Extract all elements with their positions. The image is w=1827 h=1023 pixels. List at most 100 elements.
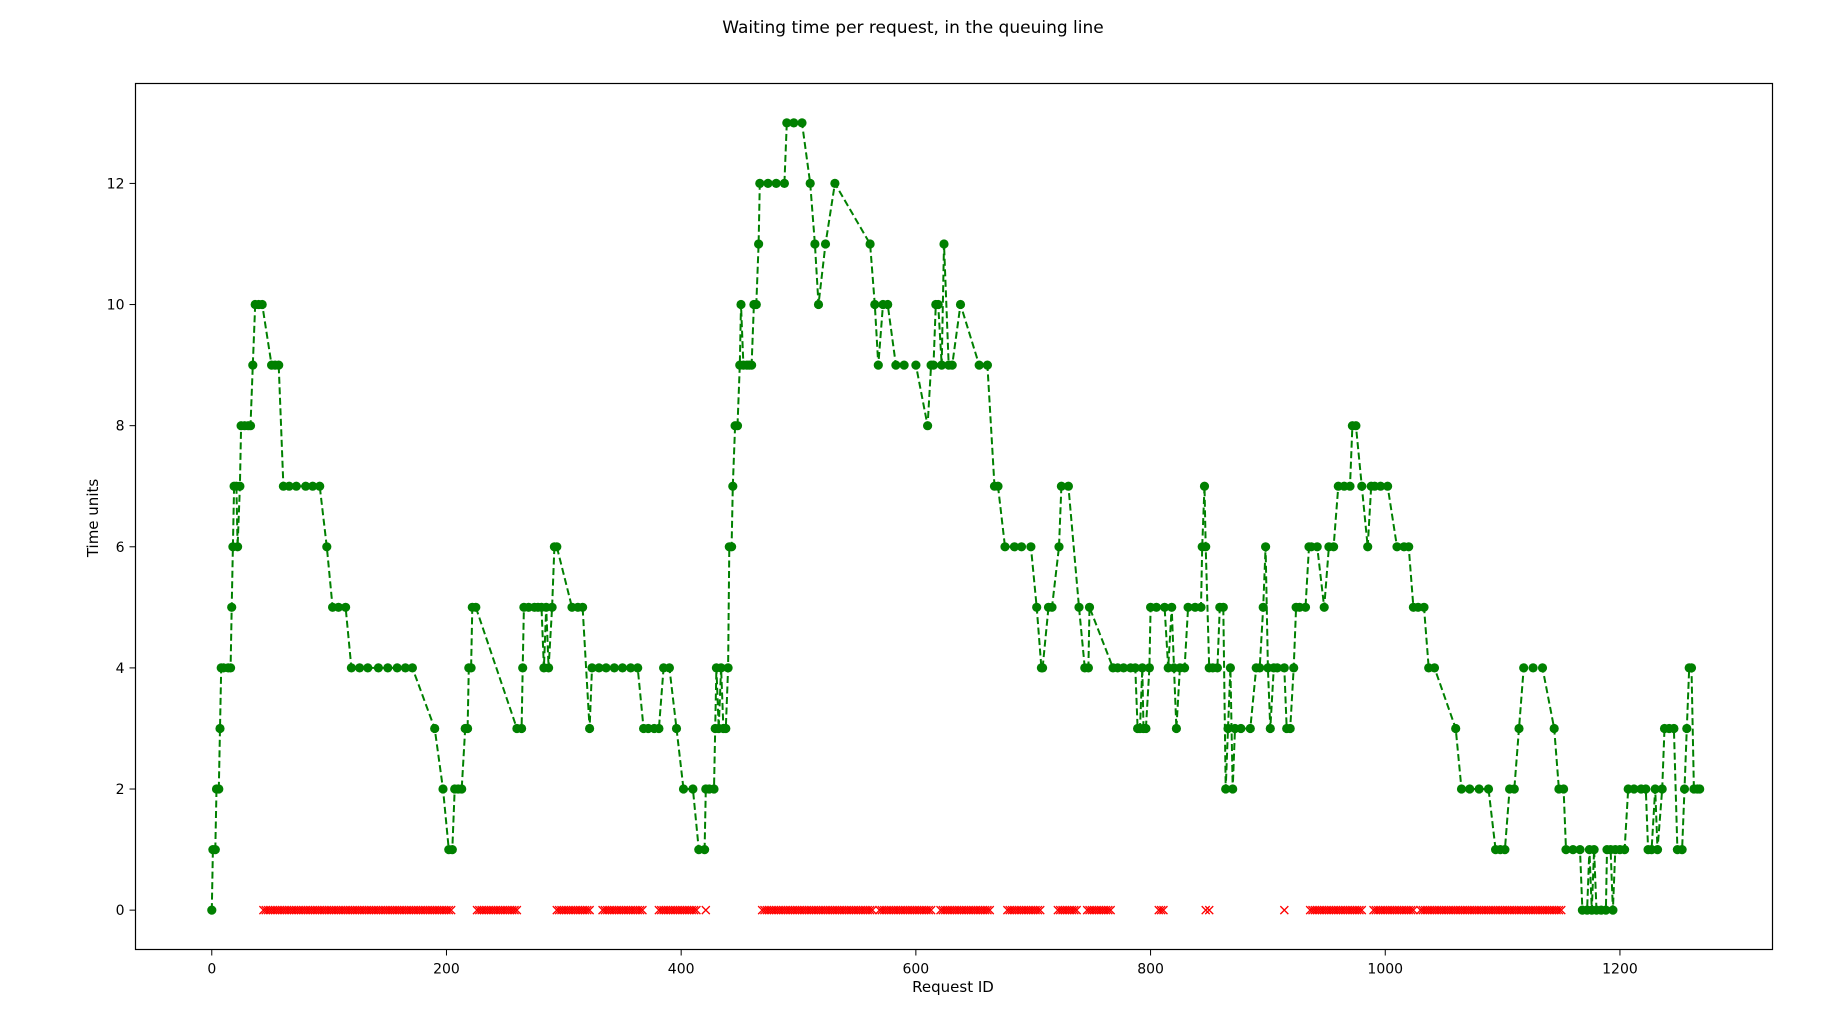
no-wait-marker [1103, 905, 1113, 915]
waiting-time-point [333, 602, 344, 612]
y-axis: 0 2 4 6 8 10 12 [107, 176, 136, 919]
no-wait-marker [1408, 905, 1418, 915]
y-tick-label: 12 [107, 176, 125, 192]
waiting-time-point [1063, 481, 1073, 491]
waiting-time-point [578, 602, 588, 612]
waiting-time-point [1228, 784, 1238, 794]
waiting-time-point [1682, 723, 1692, 734]
waiting-time-point [716, 663, 726, 673]
y-axis-label: Time units [84, 479, 102, 559]
no-wait-marker [1554, 905, 1564, 915]
no-wait-marker [701, 905, 711, 915]
waiting-time-point [1261, 542, 1271, 552]
waiting-time-point [1686, 663, 1697, 673]
waiting-time-point [274, 360, 284, 370]
no-wait-marker [1406, 905, 1416, 915]
waiting-time-point [1258, 602, 1268, 612]
waiting-time-point [1456, 784, 1467, 794]
no-wait-marker [1159, 905, 1168, 915]
waiting-time-point [1404, 542, 1414, 552]
waiting-time-point [1137, 663, 1147, 673]
waiting-time-point [1225, 663, 1235, 673]
waiting-time-point [1601, 905, 1611, 915]
waiting-time-point [1363, 542, 1373, 552]
waiting-time-point [1009, 542, 1020, 552]
no-wait-marker [582, 905, 592, 915]
waiting-time-point [1629, 784, 1639, 794]
waiting-time-point [1000, 542, 1010, 552]
waiting-time-point [727, 542, 737, 552]
waiting-time-point [1695, 784, 1705, 794]
waiting-time-point [993, 481, 1003, 491]
waiting-time-point [1245, 723, 1255, 734]
waiting-time-point [721, 723, 731, 734]
waiting-time-point [671, 723, 682, 734]
no-wait-marker [637, 905, 647, 915]
waiting-time-point [732, 421, 743, 431]
waiting-time-point [633, 663, 643, 673]
waiting-time-point [747, 360, 757, 370]
waiting-time-point [301, 481, 311, 491]
waiting-time-point [1561, 845, 1571, 855]
waiting-time-point [1084, 602, 1095, 612]
waiting-time-point [226, 663, 236, 673]
waiting-time-point [248, 360, 258, 370]
y-tick-label: 6 [116, 540, 125, 556]
no-wait-marker [1354, 905, 1364, 915]
waiting-time-point [227, 602, 237, 612]
waiting-time-point [1483, 784, 1494, 794]
waiting-time-point [1038, 663, 1048, 673]
waiting-time-point [245, 421, 256, 431]
waiting-time-point [438, 784, 448, 794]
waiting-time-point [447, 845, 457, 855]
no-wait-marker [585, 905, 595, 915]
waiting-time-point [407, 663, 417, 673]
no-wait-marker [1072, 905, 1082, 915]
waiting-time-point [754, 239, 764, 249]
waiting-time-point [1559, 784, 1569, 794]
waiting-time-point [1652, 845, 1663, 855]
waiting-time-point [1312, 542, 1322, 552]
no-wait-marker [510, 905, 519, 915]
waiting-time-point [210, 845, 220, 855]
no-wait-marker [1069, 905, 1079, 915]
no-wait-marker [635, 905, 645, 915]
waiting-time-point [955, 299, 966, 310]
no-wait-marker [926, 905, 936, 915]
waiting-time-point [1474, 784, 1484, 794]
waiting-time-point [763, 178, 773, 188]
waiting-time-point [1199, 481, 1210, 491]
waiting-time-point [1549, 723, 1559, 734]
waiting-time-point [457, 784, 467, 794]
waiting-time-point [235, 481, 245, 491]
waiting-time-point [1537, 663, 1548, 673]
waiting-time-point [899, 360, 909, 370]
waiting-time-point [1236, 723, 1246, 734]
waiting-time-point [1196, 602, 1206, 612]
no-wait-marker [689, 905, 699, 915]
waiting-time-point [1528, 663, 1538, 673]
waiting-time-point [518, 663, 528, 673]
waiting-time-point [728, 481, 738, 491]
waiting-time-point [911, 360, 921, 370]
waiting-time-point [1345, 481, 1355, 491]
x-tick-label: 600 [902, 962, 929, 978]
waiting-time-point [392, 663, 402, 673]
waiting-time-point [870, 299, 880, 310]
waiting-time-point [308, 481, 318, 491]
x-tick-label: 1200 [1602, 962, 1638, 978]
waiting-time-point [257, 299, 267, 310]
no-wait-marker [1201, 905, 1211, 915]
waiting-time-point [341, 602, 351, 612]
waiting-time-point [1509, 784, 1519, 794]
waiting-time-point [1677, 845, 1687, 855]
waiting-time-point [471, 602, 481, 612]
waiting-time-point [1026, 542, 1036, 552]
no-wait-marker [446, 905, 456, 915]
waiting-time-point [284, 481, 294, 491]
waiting-time-point [1451, 723, 1461, 734]
waiting-time-point [1575, 845, 1585, 855]
waiting-time-point [1641, 784, 1651, 794]
waiting-time-point [1180, 663, 1190, 673]
waiting-time-point [1429, 663, 1440, 673]
